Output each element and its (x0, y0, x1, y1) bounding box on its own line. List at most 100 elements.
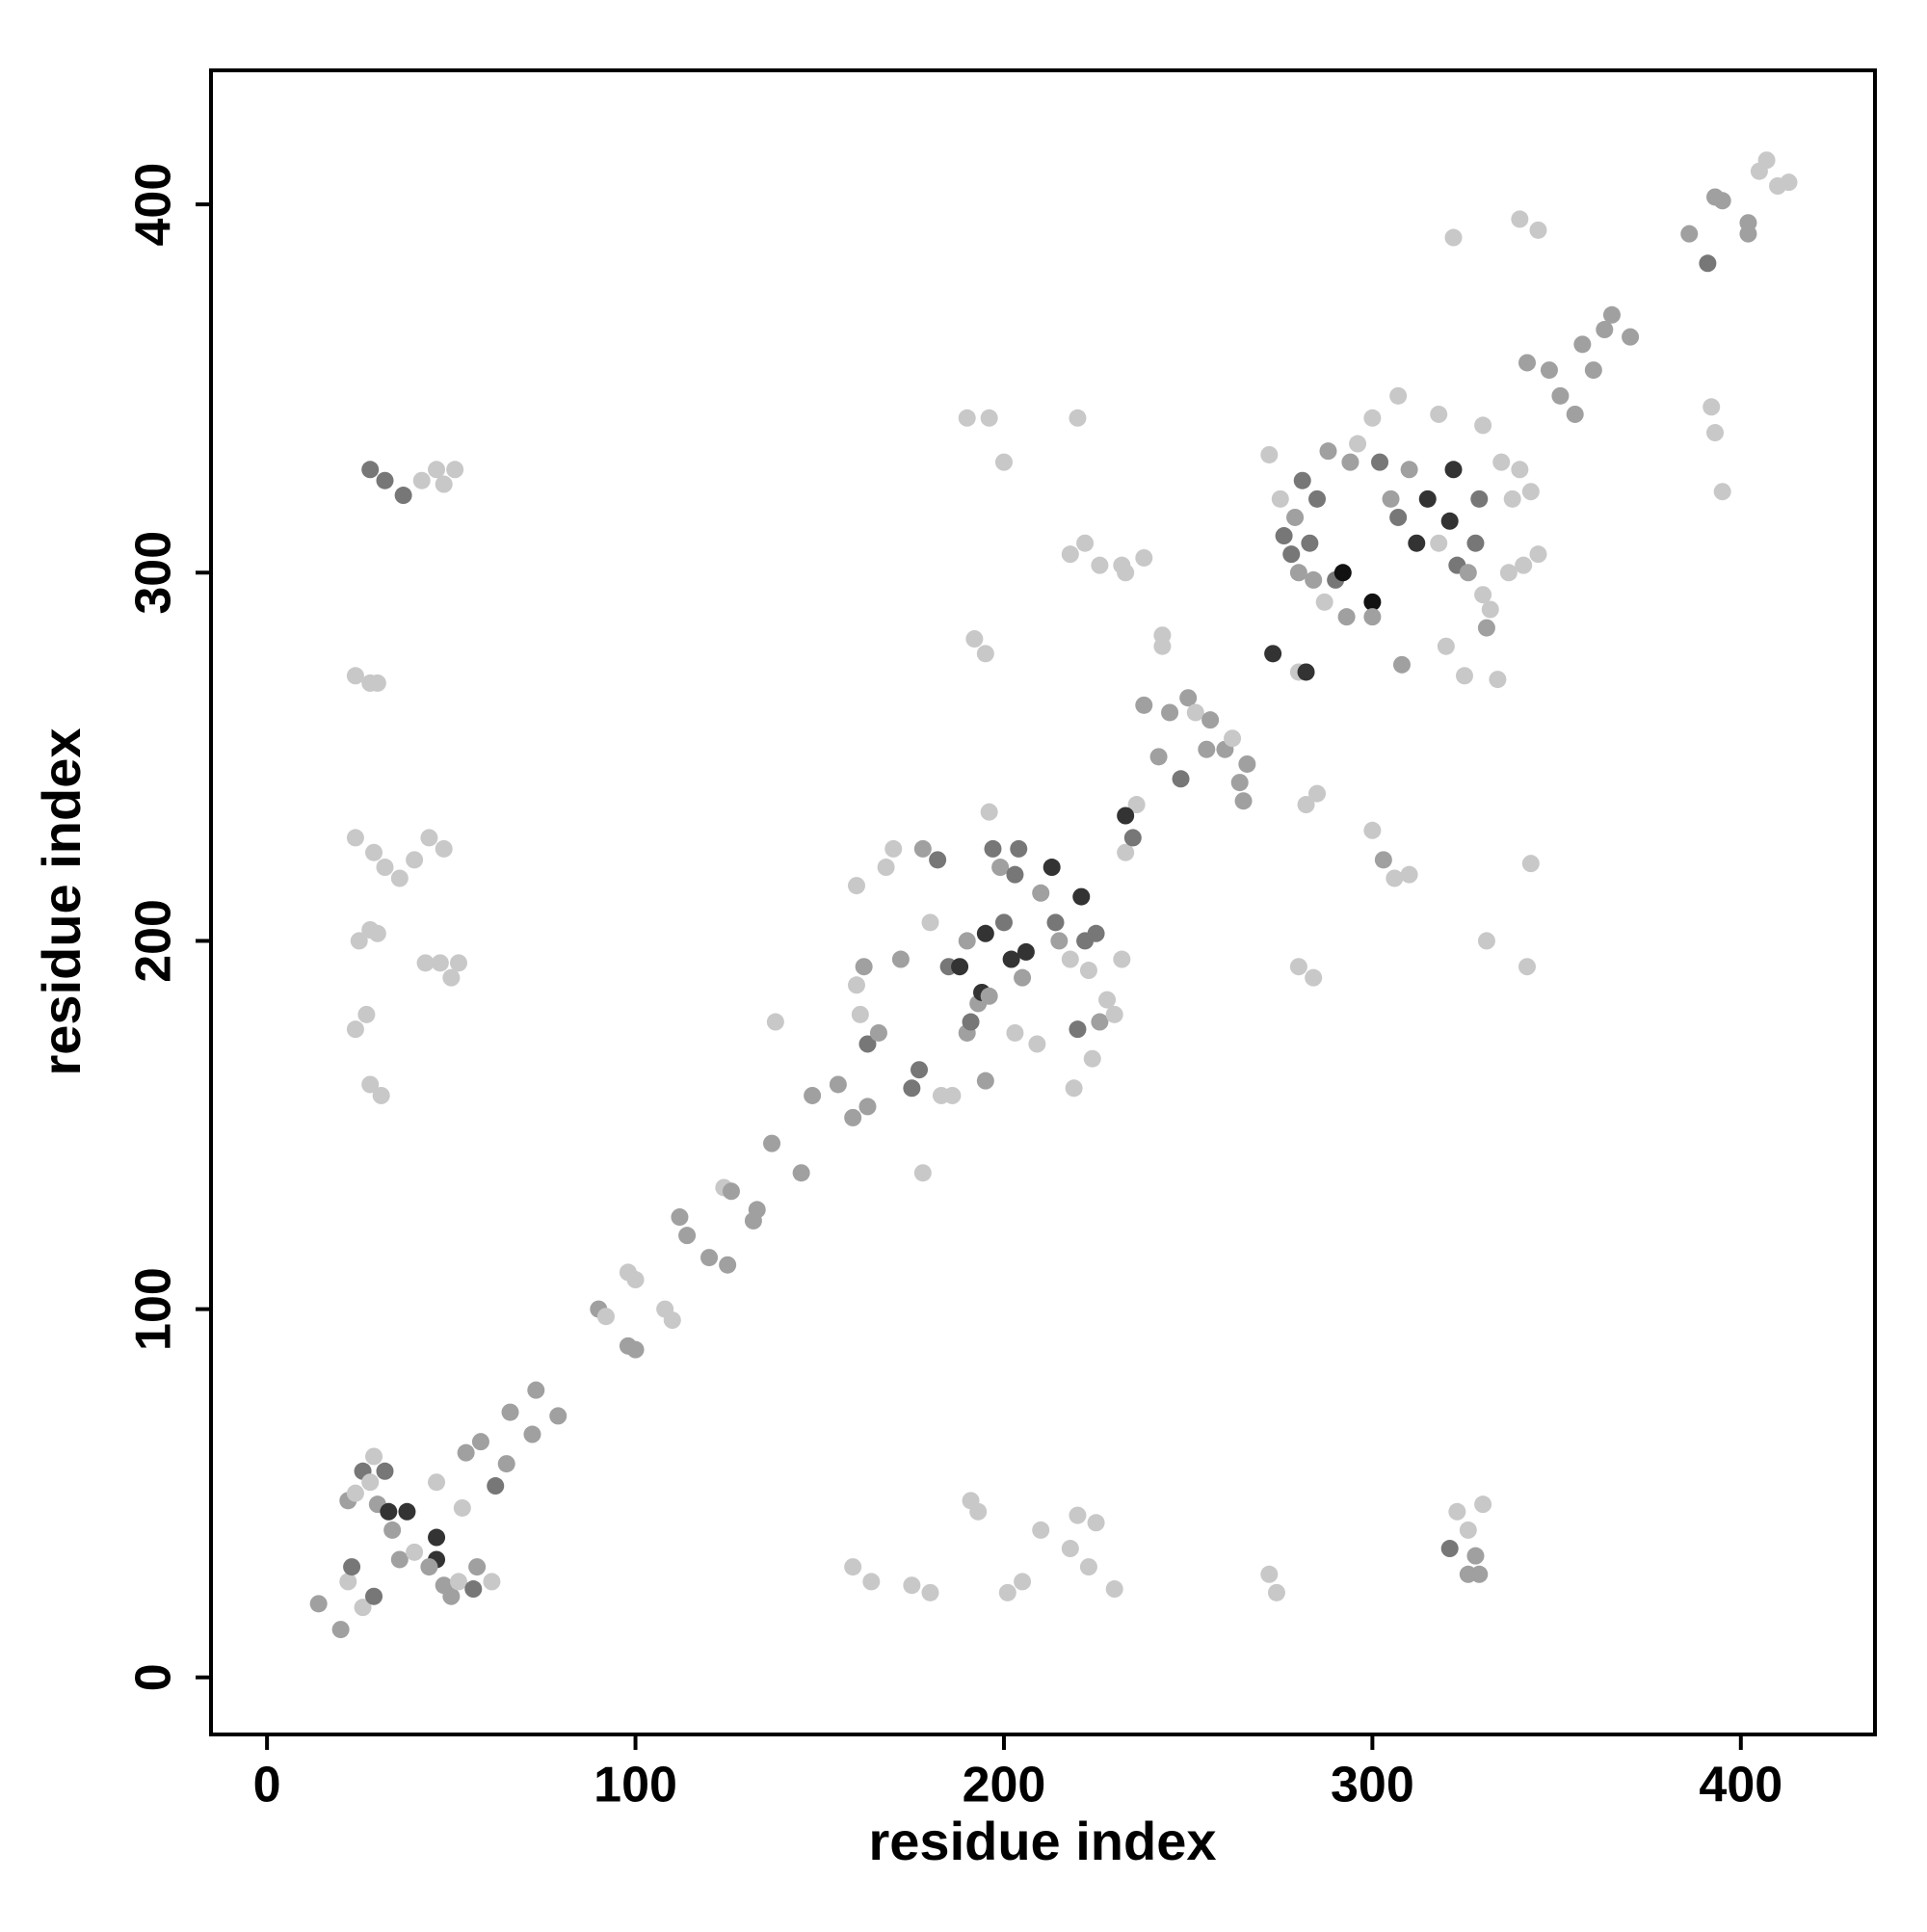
contact-point (1172, 770, 1190, 788)
contact-point (1305, 968, 1323, 987)
contact-point (361, 461, 380, 479)
contact-point (1430, 405, 1448, 423)
contact-point (663, 1311, 681, 1330)
contact-point (921, 1583, 939, 1601)
contact-point (962, 1013, 980, 1031)
contact-point (365, 1587, 383, 1605)
contact-point (700, 1249, 719, 1267)
contact-point (1076, 534, 1095, 552)
contact-point (1333, 564, 1352, 582)
contact-point (1201, 711, 1220, 729)
contact-point (1308, 490, 1327, 508)
contact-point (596, 1308, 615, 1326)
contact-point (1006, 865, 1024, 884)
contact-point (376, 471, 394, 490)
contact-point (1230, 774, 1249, 792)
contact-point (1386, 869, 1404, 887)
contact-point (1105, 1580, 1123, 1599)
contact-point (1363, 608, 1382, 626)
contact-point (457, 1443, 475, 1462)
contact-point (1703, 398, 1721, 416)
y-tick-label: 0 (126, 1663, 182, 1691)
contact-point (497, 1455, 515, 1473)
contact-point (390, 1550, 409, 1569)
contact-point (766, 1013, 784, 1031)
contact-point (471, 1433, 489, 1451)
contact-point (763, 1134, 781, 1152)
contact-point (1028, 1035, 1046, 1053)
contact-point (1337, 608, 1356, 626)
contact-point (1117, 807, 1135, 825)
contact-point (361, 1075, 380, 1094)
contact-point (1503, 490, 1521, 508)
contact-point (869, 1023, 887, 1042)
contact-point (1032, 1521, 1050, 1539)
contact-point (1002, 950, 1020, 968)
contact-point (1315, 593, 1333, 611)
contact-point (1238, 754, 1256, 773)
contact-point (976, 645, 994, 663)
contact-point (1289, 564, 1307, 582)
contact-point (1127, 796, 1146, 814)
contact-point (1363, 409, 1382, 427)
contact-point (1010, 839, 1028, 858)
contact-point (913, 839, 932, 858)
contact-point (442, 968, 461, 987)
contact-point (1006, 1023, 1024, 1042)
contact-point (980, 409, 998, 427)
contact-point (858, 1035, 877, 1053)
contact-point (549, 1407, 568, 1425)
contact-point (1602, 305, 1621, 324)
contact-point (1511, 210, 1529, 228)
contact-point (1455, 667, 1473, 685)
contact-point (420, 1558, 438, 1576)
contact-point (368, 674, 386, 692)
contact-point (991, 859, 1010, 877)
contact-point (1489, 671, 1507, 689)
contact-point (980, 803, 998, 821)
contact-point (357, 1005, 376, 1023)
contact-point (1540, 361, 1558, 380)
contact-point (671, 1208, 689, 1227)
contact-point (1499, 564, 1518, 582)
contact-point (958, 409, 976, 427)
contact-point (998, 1583, 1016, 1601)
contact-point (1713, 483, 1731, 501)
contact-point (331, 1621, 350, 1639)
contact-point (372, 1086, 390, 1104)
contact-point (1459, 1565, 1477, 1583)
contact-point (380, 1502, 398, 1521)
contact-point (1341, 453, 1359, 471)
contact-point (1515, 556, 1533, 574)
x-tick-label: 300 (1331, 1758, 1414, 1813)
contact-point (1149, 748, 1168, 766)
contact-point (884, 839, 903, 858)
contact-point (921, 913, 939, 932)
contact-point (1260, 1565, 1279, 1583)
contact-point (346, 1020, 364, 1039)
contact-point (1529, 545, 1547, 564)
contact-point (913, 1164, 932, 1182)
y-tick-label: 100 (126, 1267, 182, 1351)
contact-point (1596, 321, 1614, 339)
contact-point (1186, 703, 1204, 722)
contact-point (1622, 328, 1640, 346)
contact-point (1400, 461, 1418, 479)
contact-point (1392, 655, 1411, 674)
contact-point (1448, 1502, 1466, 1521)
contact-point (1065, 1079, 1083, 1098)
contact-point (844, 1558, 862, 1576)
contact-point (487, 1477, 505, 1495)
contact-point (1440, 512, 1459, 530)
contact-point (449, 954, 467, 972)
contact-point (523, 1425, 541, 1443)
contact-point (1349, 435, 1367, 453)
contact-point (1459, 564, 1477, 582)
contact-point (1271, 490, 1289, 508)
contact-point (1477, 619, 1495, 637)
contact-point (1308, 784, 1327, 803)
contact-point (1069, 1020, 1087, 1039)
contact-point (1780, 173, 1798, 192)
contact-point (994, 913, 1013, 932)
contact-point (1046, 913, 1065, 932)
